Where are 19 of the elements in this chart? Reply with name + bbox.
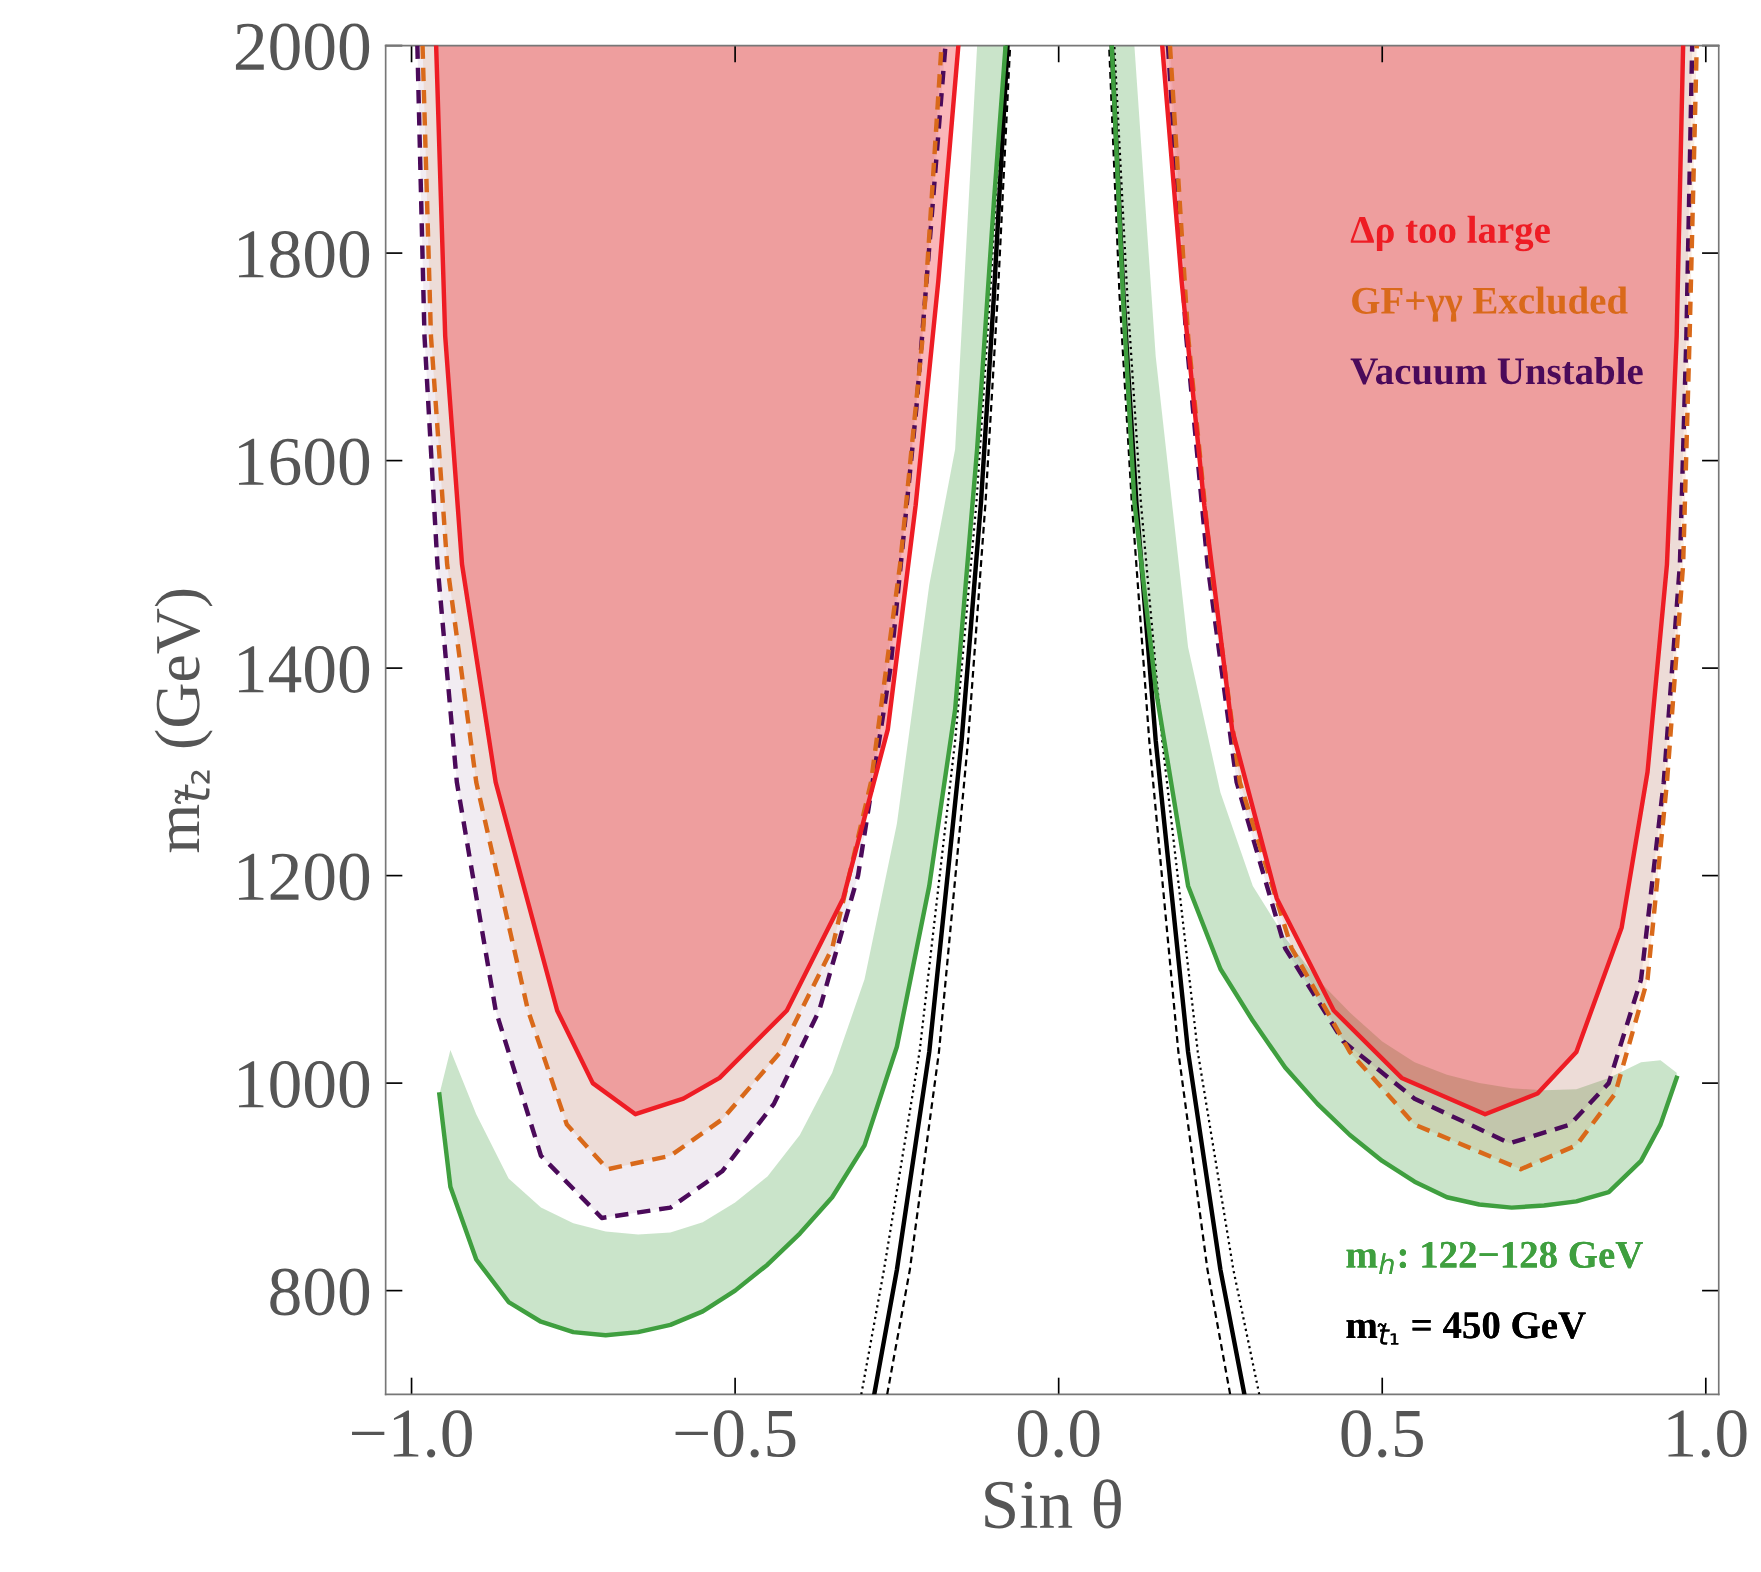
text: m$_{t̃₁}$ = 450 GeV bbox=[1346, 1312, 1586, 1345]
y-tick-label: 2000 bbox=[235, 23, 370, 71]
y-tick-label: 1000 bbox=[238, 1061, 370, 1108]
x-tick-label: 1.0 bbox=[1668, 1410, 1747, 1458]
y-axis-title: m$_{t̃₂}$ (GeV) bbox=[154, 589, 213, 853]
y-tick-label: 1600 bbox=[238, 438, 370, 486]
text: Vacuum Unstable bbox=[1350, 357, 1643, 385]
text: GF+γγ Excluded bbox=[1352, 286, 1628, 322]
x-tick-label: −1.0 bbox=[352, 1410, 472, 1458]
y-tick-label: 800 bbox=[270, 1268, 370, 1316]
y-tick-label: 1400 bbox=[238, 646, 370, 693]
x-tick-label: 0.5 bbox=[1341, 1410, 1423, 1458]
y-tick-label: 1200 bbox=[238, 853, 370, 901]
x-axis-title: Sin θ bbox=[985, 1479, 1121, 1529]
text: Δρ too large bbox=[1350, 215, 1550, 252]
y-tick-label: 1800 bbox=[238, 231, 370, 278]
x-tick-label: −0.5 bbox=[675, 1410, 796, 1458]
x-tick-label: 0.0 bbox=[1017, 1410, 1100, 1458]
text: m$_{h}$: 122−128 GeV bbox=[1346, 1241, 1643, 1274]
